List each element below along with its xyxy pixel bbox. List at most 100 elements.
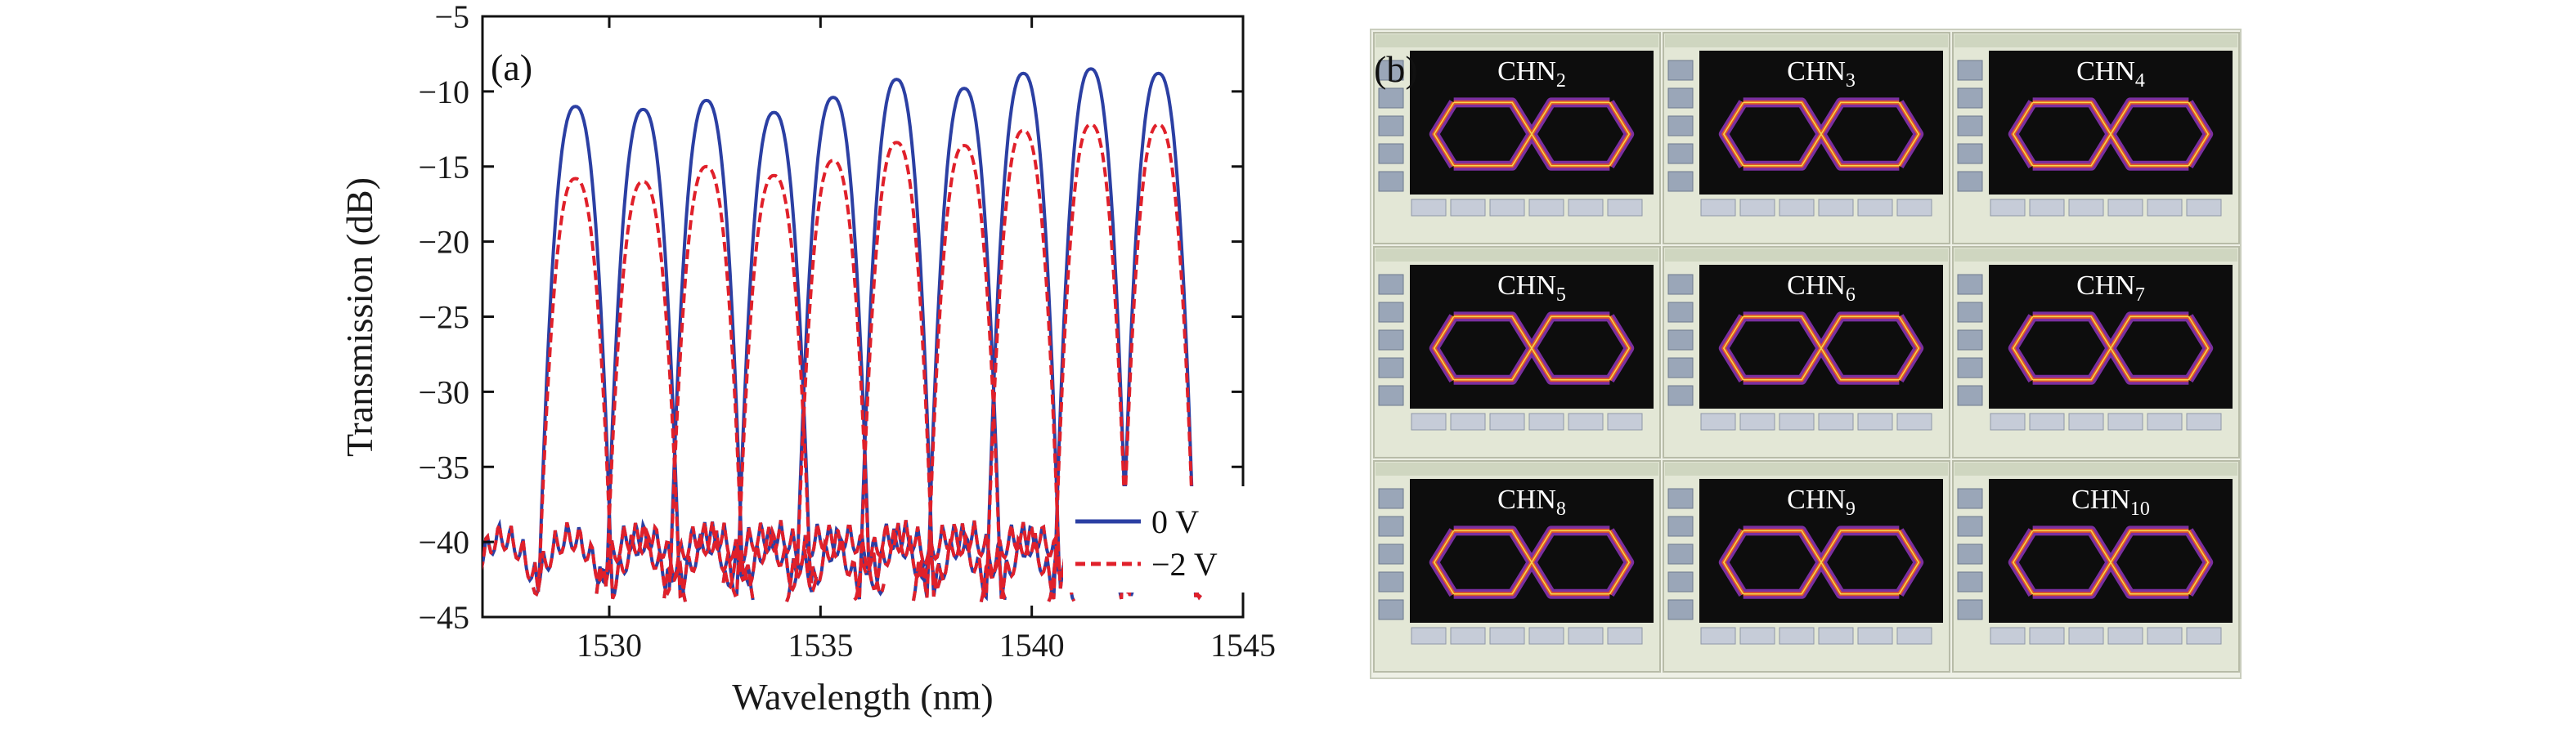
eye-tile-chn5: CHN5: [1373, 246, 1661, 458]
scope-menubar: [1665, 463, 1948, 476]
y-tick-label: −10: [418, 74, 469, 110]
scope-bottom-button: [1489, 627, 1525, 645]
scope-bottom-button: [1990, 627, 2026, 645]
scope-bottom-button: [2029, 627, 2065, 645]
scope-bottom-button: [1779, 413, 1815, 431]
eye-trace-core: [2012, 530, 2210, 595]
scope-side-button: [1667, 274, 1694, 295]
scope-side-button: [1378, 87, 1404, 109]
scope-bottom-button: [1450, 627, 1486, 645]
scope-bottom-button: [1739, 199, 1775, 217]
scope-display: [1699, 265, 1943, 409]
legend-label-minus2v: −2 V: [1151, 546, 1218, 583]
scope-side-button: [1378, 599, 1404, 620]
series-minus2v-channel-4: [662, 173, 886, 599]
y-tick-label: −15: [418, 149, 469, 186]
scope-display: [1989, 51, 2233, 195]
scope-bottom-button: [1779, 627, 1815, 645]
scope-side-button: [1378, 115, 1404, 136]
scope-side-button: [1378, 143, 1404, 164]
scope-bottom-button: [1818, 413, 1854, 431]
scope-bottom-button: [2107, 413, 2143, 431]
y-tick-label: −30: [418, 373, 469, 410]
scope-display: [1989, 265, 2233, 409]
scope-side-button: [1957, 115, 1983, 136]
scope-bottom-button: [2068, 413, 2104, 431]
scope-side-button: [1667, 115, 1694, 136]
eye-trace-core: [1433, 101, 1631, 167]
scope-bottom-button: [2147, 199, 2183, 217]
eye-tile-label: CHN10: [2071, 485, 2150, 520]
scope-side-button: [1667, 385, 1694, 406]
eye-tile-chn6: CHN6: [1663, 246, 1950, 458]
scope-menubar: [1665, 34, 1948, 47]
scope-bottom-button: [1607, 413, 1643, 431]
scope-bottom-button: [1818, 199, 1854, 217]
eye-tile-chn2: CHN2: [1373, 32, 1661, 244]
eye-tile-chn10: CHN10: [1952, 460, 2240, 673]
scope-bottom-button: [1528, 199, 1564, 217]
scope-menubar: [1954, 248, 2237, 262]
x-tick-label: 1545: [1210, 627, 1276, 664]
y-tick-label: −20: [418, 224, 469, 261]
scope-bottom-button: [1450, 413, 1486, 431]
scope-bottom-button: [1857, 627, 1893, 645]
scope-side-button: [1957, 543, 1983, 565]
scope-bottom-button: [1607, 627, 1643, 645]
y-tick-label: −35: [418, 449, 469, 485]
panel-a-label: (a): [491, 47, 532, 88]
scope-side-button: [1378, 274, 1404, 295]
scope-side-button: [1667, 60, 1694, 81]
scope-menubar: [1376, 248, 1658, 262]
scope-bottom-button: [1818, 627, 1854, 645]
series-minus2v-channel-3: [595, 164, 819, 597]
scope-bottom-button: [1489, 199, 1525, 217]
scope-bottom-button: [1896, 627, 1932, 645]
scope-bottom-button: [1739, 413, 1775, 431]
scope-side-button: [1667, 329, 1694, 351]
scope-side-button: [1667, 171, 1694, 192]
eye-tile-label: CHN2: [1497, 56, 1566, 92]
scope-menubar: [1954, 463, 2237, 476]
eye-tile-label: CHN9: [1787, 485, 1856, 520]
scope-bottom-button: [2186, 627, 2222, 645]
scope-bottom-button: [1411, 199, 1447, 217]
scope-side-button: [1957, 357, 1983, 378]
scope-display: [1699, 51, 1943, 195]
scope-bottom-button: [2147, 627, 2183, 645]
y-axis-label: Transmission (dB): [339, 177, 380, 457]
scope-side-button: [1667, 571, 1694, 593]
scope-bottom-button: [2068, 627, 2104, 645]
scope-bottom-button: [2107, 627, 2143, 645]
scope-bottom-button: [2029, 199, 2065, 217]
scope-bottom-button: [2029, 413, 2065, 431]
scope-bottom-button: [1990, 413, 2026, 431]
scope-side-button: [1957, 143, 1983, 164]
scope-side-button: [1667, 516, 1694, 537]
eye-tile-chn3: CHN3: [1663, 32, 1950, 244]
series-minus2v-channel-5: [721, 159, 945, 593]
scope-side-button: [1378, 488, 1404, 509]
tick-group: 1530 1535 1540 1545 −5 −10 −15 −20 −25 −30 −35 −40 −…: [418, 0, 1276, 664]
eye-trace-core: [2012, 101, 2210, 167]
scope-side-button: [1957, 516, 1983, 537]
x-axis-label: Wavelength (nm): [732, 676, 993, 718]
scope-side-button: [1667, 357, 1694, 378]
scope-side-button: [1667, 599, 1694, 620]
series-minus2v-channel-2: [532, 180, 755, 601]
eye-tile-label: CHN8: [1497, 485, 1566, 520]
eye-tile-label: CHN5: [1497, 271, 1566, 306]
scope-side-button: [1667, 488, 1694, 509]
scope-side-button: [1957, 274, 1983, 295]
eye-trace-core: [1722, 101, 1920, 167]
scope-menubar: [1954, 34, 2237, 47]
scope-bottom-button: [1450, 199, 1486, 217]
y-tick-label: −5: [434, 0, 469, 35]
scope-bottom-button: [1411, 627, 1447, 645]
y-tick-label: −40: [418, 524, 469, 561]
scope-side-button: [1378, 385, 1404, 406]
eye-tile-chn8: CHN8: [1373, 460, 1661, 673]
scope-bottom-button: [1700, 413, 1736, 431]
y-tick-label: −25: [418, 299, 469, 336]
scope-side-button: [1957, 329, 1983, 351]
